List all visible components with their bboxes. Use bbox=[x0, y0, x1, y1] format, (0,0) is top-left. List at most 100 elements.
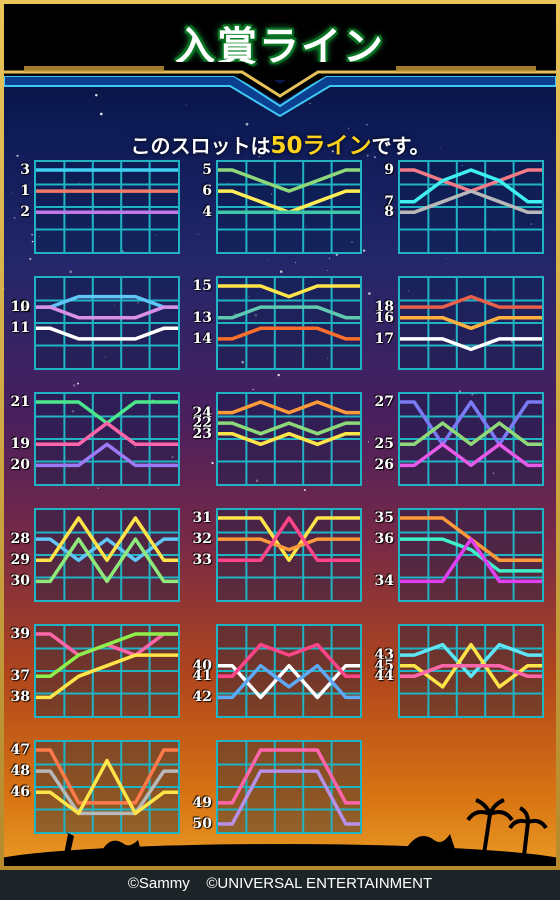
star bbox=[279, 270, 283, 273]
payline-diagram bbox=[218, 626, 360, 716]
star bbox=[510, 340, 514, 343]
star bbox=[16, 154, 19, 157]
payline-42 bbox=[218, 663, 360, 700]
payline-panel bbox=[216, 276, 362, 370]
payline-6 bbox=[218, 189, 360, 215]
star bbox=[31, 234, 33, 236]
payline-number: 8 bbox=[384, 204, 394, 221]
payline-number: 3 bbox=[20, 162, 30, 178]
payline-number: 35 bbox=[374, 510, 394, 526]
payline-45 bbox=[400, 642, 542, 689]
star bbox=[156, 327, 157, 329]
payline-17 bbox=[400, 337, 542, 352]
payline-number: 50 bbox=[192, 816, 212, 832]
star bbox=[277, 373, 280, 377]
payline-40 bbox=[218, 663, 360, 700]
payline-diagram bbox=[36, 742, 178, 832]
header-ornament bbox=[4, 62, 556, 118]
copyright-bar: ©Sammy ©UNIVERSAL ENTERTAINMENT bbox=[0, 870, 560, 900]
payline-panel bbox=[216, 160, 362, 254]
payline-number: 43 bbox=[374, 647, 394, 664]
star bbox=[366, 123, 368, 126]
subtitle: このスロットは50ラインです。 bbox=[4, 126, 556, 160]
star bbox=[345, 133, 347, 135]
star bbox=[530, 223, 533, 225]
payline-number: 39 bbox=[10, 626, 30, 642]
payline-number: 36 bbox=[374, 531, 394, 548]
star bbox=[69, 270, 73, 274]
payline-diagram bbox=[400, 626, 542, 716]
payline-diagram bbox=[36, 626, 178, 716]
game-frame: 入賞ライン このスロットは50ラインです。 3 1 2 5 6 4 9 7 8 12 10 11 15 1… bbox=[0, 0, 560, 870]
payline-number: 12 bbox=[10, 299, 30, 316]
star bbox=[362, 249, 366, 252]
star bbox=[134, 446, 137, 449]
payline-number: 48 bbox=[10, 763, 30, 780]
payline-number: 40 bbox=[192, 657, 212, 674]
star bbox=[310, 320, 312, 322]
payline-21 bbox=[36, 400, 178, 425]
payline-panel bbox=[216, 508, 362, 602]
star bbox=[171, 456, 174, 459]
star bbox=[461, 164, 463, 167]
star bbox=[121, 250, 124, 253]
payline-number: 23 bbox=[192, 425, 212, 442]
star bbox=[373, 156, 376, 159]
payline-diagram bbox=[36, 510, 178, 600]
star bbox=[211, 461, 214, 465]
star bbox=[299, 204, 301, 207]
star bbox=[340, 247, 342, 249]
star bbox=[77, 382, 79, 385]
star bbox=[368, 292, 371, 295]
payline-number: 38 bbox=[10, 689, 30, 706]
payline-11 bbox=[36, 326, 178, 341]
payline-panel bbox=[34, 276, 180, 370]
payline-number: 7 bbox=[384, 193, 394, 210]
payline-number: 18 bbox=[374, 299, 394, 316]
star bbox=[295, 262, 296, 264]
star bbox=[439, 148, 441, 150]
payline-number: 14 bbox=[192, 330, 212, 347]
payline-37 bbox=[36, 632, 178, 679]
payline-panel bbox=[398, 508, 544, 602]
star bbox=[106, 215, 108, 216]
payline-15 bbox=[218, 284, 360, 299]
star bbox=[407, 290, 409, 292]
payline-14 bbox=[218, 326, 360, 341]
payline-5 bbox=[218, 168, 360, 193]
star bbox=[497, 321, 498, 322]
payline-49 bbox=[218, 748, 360, 805]
star bbox=[252, 388, 254, 391]
star bbox=[96, 108, 98, 110]
payline-number: 41 bbox=[192, 668, 212, 685]
star bbox=[99, 112, 103, 116]
star bbox=[13, 216, 16, 219]
star bbox=[97, 487, 99, 489]
star bbox=[328, 257, 331, 259]
payline-panel bbox=[34, 508, 180, 602]
payline-diagram bbox=[400, 394, 542, 484]
star bbox=[150, 476, 152, 477]
payline-47 bbox=[36, 748, 178, 805]
payline-44 bbox=[400, 663, 542, 679]
payline-number: 20 bbox=[10, 457, 30, 474]
payline-34 bbox=[400, 537, 542, 584]
payline-number: 49 bbox=[192, 794, 212, 811]
star bbox=[113, 304, 116, 306]
payline-31 bbox=[218, 516, 360, 563]
star bbox=[255, 479, 259, 483]
line-count: 50ライン bbox=[270, 133, 372, 159]
payline-number: 9 bbox=[384, 162, 394, 178]
star bbox=[155, 234, 158, 236]
payline-diagram bbox=[36, 278, 178, 368]
star bbox=[459, 390, 461, 393]
payline-number: 31 bbox=[192, 510, 212, 526]
payline-panel bbox=[398, 392, 544, 486]
star bbox=[29, 257, 32, 260]
payline-panel bbox=[216, 392, 362, 486]
payline-number: 6 bbox=[202, 183, 212, 200]
payline-number: 30 bbox=[10, 573, 30, 590]
payline-diagram bbox=[218, 394, 360, 484]
payline-number: 2 bbox=[20, 204, 30, 221]
payline-number: 13 bbox=[192, 309, 212, 326]
